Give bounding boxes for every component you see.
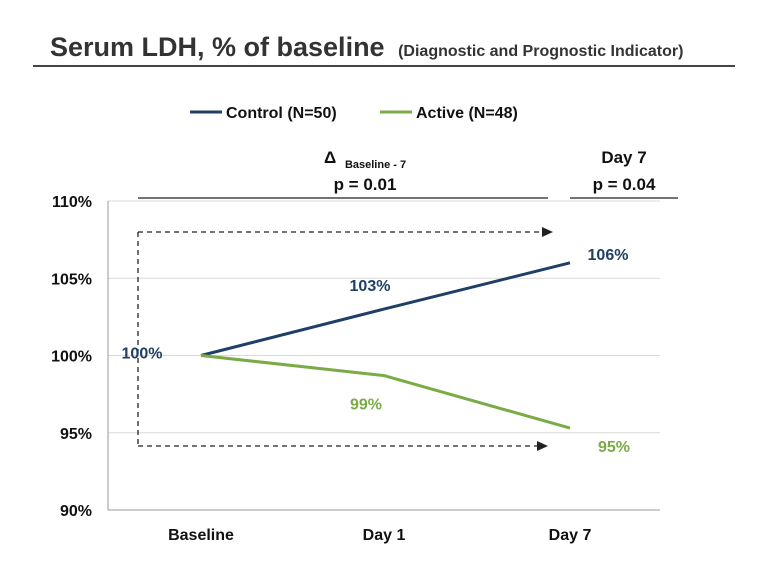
- x-tick-label-day-1: Day 1: [363, 527, 406, 544]
- axes: 90% 95% 100% 105% 110% Baseline Day 1 Day 7: [51, 194, 660, 544]
- y-tick-label-110: 110%: [52, 194, 92, 211]
- delta-heading: Δ Baseline - 7: [324, 148, 406, 171]
- legend: Control (N=50) Active (N=48): [190, 105, 518, 122]
- y-tick-label-90: 90%: [60, 503, 92, 520]
- day7-p-value: p = 0.04: [593, 175, 656, 194]
- data-label-control-day1: 103%: [350, 278, 391, 295]
- dashed-arrows: [137, 227, 553, 451]
- data-label-active-day1: 99%: [350, 397, 382, 414]
- series-line-active: [200, 354, 571, 430]
- legend-active-label: Active (N=48): [416, 105, 518, 122]
- arrow-head-top: [542, 227, 553, 237]
- delta-annotation: Δ Baseline - 7 p = 0.01: [138, 148, 548, 199]
- data-label-active-day7: 95%: [598, 439, 630, 456]
- x-tick-label-day-7: Day 7: [549, 527, 592, 544]
- gridlines: [108, 200, 660, 434]
- legend-control-label: Control (N=50): [226, 105, 337, 122]
- chart-title: Serum LDH, % of baseline (Diagnostic and…: [50, 32, 683, 62]
- series-line-control: [200, 261, 571, 357]
- y-tick-label-95: 95%: [60, 426, 92, 443]
- y-tick-label-105: 105%: [51, 271, 92, 288]
- data-label-control-day7: 106%: [588, 247, 629, 264]
- title-main: Serum LDH, % of baseline: [50, 32, 385, 62]
- y-tick-label-100: 100%: [51, 349, 92, 366]
- title-sub: (Diagnostic and Prognostic Indicator): [398, 43, 683, 60]
- series: [200, 261, 571, 430]
- data-labels: 100% 103% 106% 99% 95%: [122, 247, 630, 456]
- day7-annotation: Day 7 p = 0.04: [570, 148, 678, 199]
- delta-symbol: Δ: [324, 148, 336, 167]
- data-label-baseline: 100%: [122, 346, 163, 363]
- delta-p-value: p = 0.01: [334, 175, 397, 194]
- day7-heading: Day 7: [601, 148, 646, 167]
- delta-subscript: Baseline - 7: [345, 159, 406, 171]
- x-tick-label-baseline: Baseline: [168, 527, 234, 544]
- arrow-head-bottom: [537, 441, 548, 451]
